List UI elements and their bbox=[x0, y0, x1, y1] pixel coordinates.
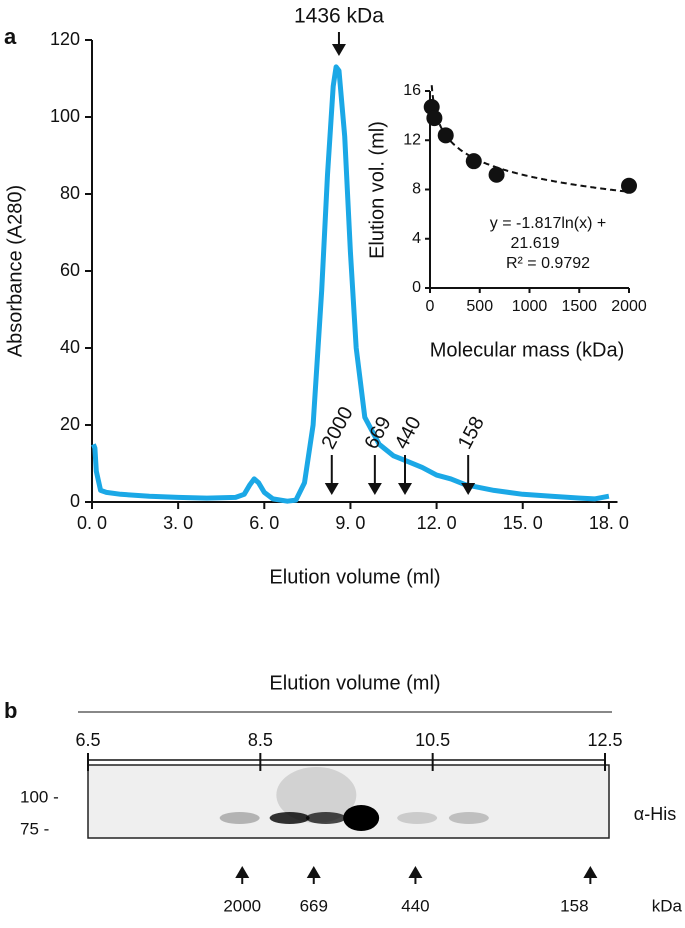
band bbox=[448, 812, 489, 824]
panel-label: a bbox=[4, 24, 17, 49]
x-tick-label: 15. 0 bbox=[503, 513, 543, 533]
x-tick-label: 10.5 bbox=[415, 730, 450, 750]
x-tick-label: 12.5 bbox=[587, 730, 622, 750]
x-tick-label: 6. 0 bbox=[249, 513, 279, 533]
band bbox=[219, 812, 260, 824]
y-tick-label: 12 bbox=[403, 131, 421, 148]
data-point bbox=[437, 127, 454, 144]
equation: y = -1.817ln(x) + bbox=[490, 215, 607, 232]
x-tick-label: 1000 bbox=[512, 298, 548, 315]
y-tick-label: 80 bbox=[60, 183, 80, 203]
trendline bbox=[430, 85, 629, 193]
band bbox=[343, 805, 380, 831]
y-tick-label: 20 bbox=[60, 414, 80, 434]
y-tick-label: 60 bbox=[60, 260, 80, 280]
x-tick-label: 12. 0 bbox=[417, 513, 457, 533]
arrow-head bbox=[583, 866, 598, 878]
y-tick-label: 4 bbox=[412, 230, 421, 247]
x-tick-label: 3. 0 bbox=[163, 513, 193, 533]
peak-label: 1436 kDa bbox=[294, 5, 384, 28]
antibody-label: α-His bbox=[634, 804, 676, 824]
y-tick-label: 120 bbox=[50, 29, 80, 49]
marker-label: 2000 bbox=[317, 403, 357, 453]
standard-label: 440 bbox=[401, 896, 429, 915]
standard-label: 2000 bbox=[223, 896, 261, 915]
marker-label: 440 bbox=[391, 413, 426, 453]
y-tick-label: 16 bbox=[403, 82, 421, 99]
band bbox=[397, 812, 438, 824]
y-tick-label: 0 bbox=[412, 279, 421, 296]
standard-label: 669 bbox=[300, 896, 328, 915]
arrow-head bbox=[408, 866, 423, 878]
data-point bbox=[465, 153, 482, 170]
smear bbox=[276, 767, 357, 823]
x-tick-label: 18. 0 bbox=[589, 513, 629, 533]
size-marker: 75 - bbox=[20, 819, 49, 838]
band bbox=[269, 812, 310, 824]
equation: 21.619 bbox=[511, 235, 560, 252]
x-tick-label: 0 bbox=[426, 298, 435, 315]
data-point bbox=[488, 166, 505, 183]
y-tick-label: 8 bbox=[412, 181, 421, 198]
arrow-head bbox=[461, 483, 476, 495]
arrow-head bbox=[235, 866, 250, 878]
x-tick-label: 500 bbox=[466, 298, 493, 315]
x-tick-label: 8.5 bbox=[248, 730, 273, 750]
unit-label: kDa bbox=[652, 896, 683, 915]
x-tick-label: 0. 0 bbox=[77, 513, 107, 533]
arrow-head bbox=[367, 483, 382, 495]
size-marker: 100 - bbox=[20, 787, 59, 806]
band bbox=[305, 812, 346, 824]
y-axis-label: Absorbance (A280) bbox=[4, 185, 26, 357]
arrow-head bbox=[331, 44, 346, 56]
arrow-head bbox=[324, 483, 339, 495]
y-tick-label: 100 bbox=[50, 106, 80, 126]
data-point bbox=[426, 110, 443, 127]
x-axis-label: Elution volume (ml) bbox=[269, 566, 440, 588]
inset-x-axis-label: Molecular mass (kDa) bbox=[430, 339, 624, 361]
equation: R² = 0.9792 bbox=[506, 255, 590, 272]
data-point bbox=[621, 177, 637, 194]
arrow-head bbox=[306, 866, 321, 878]
arrow-head bbox=[398, 483, 413, 495]
x-tick-label: 9. 0 bbox=[335, 513, 365, 533]
panel-label: b bbox=[4, 698, 17, 723]
x-tick-label: 6.5 bbox=[75, 730, 100, 750]
standard-label: 158 bbox=[560, 896, 588, 915]
x-tick-label: 2000 bbox=[611, 298, 647, 315]
inset-y-axis-label: Elution vol. (ml) bbox=[366, 121, 388, 259]
marker-label: 158 bbox=[454, 413, 489, 453]
absorbance-line bbox=[91, 64, 610, 504]
blot-title: Elution volume (ml) bbox=[269, 672, 440, 694]
y-tick-label: 40 bbox=[60, 337, 80, 357]
y-tick-label: 0 bbox=[70, 491, 80, 511]
x-tick-label: 1500 bbox=[561, 298, 597, 315]
